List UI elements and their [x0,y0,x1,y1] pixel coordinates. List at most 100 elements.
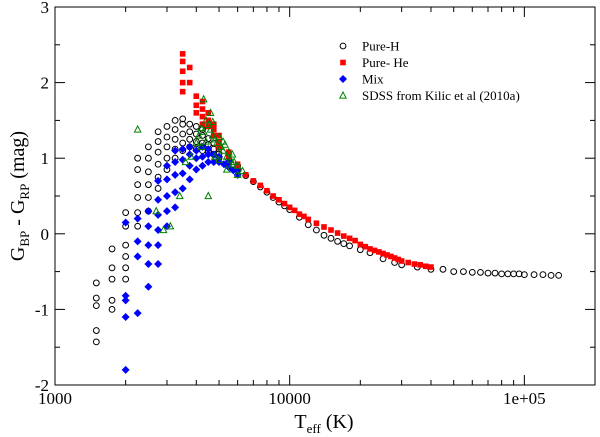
plot-frame [54,6,596,386]
point-sdss-from-kilic-et-al-2010a [206,124,215,133]
point-pure-h [108,296,116,304]
x-tick-label: 1000 [38,389,72,408]
point-pure-h [163,143,171,151]
point-sdss-from-kilic-et-al-2010a [197,142,206,150]
point-pure-he [384,252,390,258]
point-sdss-from-kilic-et-al-2010a [215,155,224,163]
point-pure-he [291,207,298,214]
point-pure-h [154,138,162,145]
point-sdss-from-kilic-et-al-2010a [208,117,217,126]
point-mix [133,237,142,246]
point-sdss-from-kilic-et-al-2010a [192,138,201,147]
point-sdss-from-kilic-et-al-2010a [233,170,242,178]
point-mix [204,150,213,159]
legend-marker [340,59,346,66]
point-pure-he [395,256,401,263]
point-pure-he [428,264,434,270]
point-mix [204,145,213,154]
point-mix [144,241,153,250]
point-mix [178,184,187,193]
legend-label: SDSS from Kilic et al (2010a) [362,88,520,103]
point-sdss-from-kilic-et-al-2010a [208,130,217,139]
point-pure-h [134,181,142,189]
point-sdss-from-kilic-et-al-2010a [233,161,242,169]
point-pure-he [391,255,398,261]
point-pure-h [313,226,320,234]
point-sdss-from-kilic-et-al-2010a [238,166,247,175]
point-pure-he [380,250,386,257]
point-pure-he [296,211,303,217]
point-pure-he [340,233,347,239]
point-pure-he [250,178,257,184]
point-mix [209,157,218,166]
point-sdss-from-kilic-et-al-2010a [226,155,235,163]
point-pure-h [171,135,179,143]
point-pure-he [179,88,186,95]
point-sdss-from-kilic-et-al-2010a [215,132,224,141]
point-mix [185,142,194,151]
point-pure-h [144,168,152,176]
point-pure-h [154,148,162,156]
point-pure-he [211,126,217,133]
point-pure-h [108,275,116,283]
point-pure-he [179,58,186,65]
point-sdss-from-kilic-et-al-2010a [206,108,215,116]
point-pure-he [357,241,364,248]
point-mix [178,145,187,154]
point-pure-he [257,182,264,189]
point-pure-he [199,121,206,127]
point-pure-he [411,261,418,267]
point-pure-he [417,261,424,268]
y-tick-label: -2 [35,376,49,395]
point-pure-h [186,120,194,128]
point-mix [154,176,163,185]
point-pure-he [321,224,327,230]
point-pure-h [515,270,523,278]
point-pure-h [154,185,162,192]
legend-marker [339,42,347,50]
point-pure-h [477,268,484,276]
point-sdss-from-kilic-et-al-2010a [228,159,237,168]
point-pure-he [216,138,222,145]
point-pure-he [193,102,200,109]
legend-marker [338,90,348,99]
point-mix [133,309,142,318]
point-pure-h [122,253,130,260]
y-axis-title: GBP - GRP (mag) [7,131,32,261]
point-mix [154,241,163,250]
point-pure-h [179,130,187,138]
point-mix [171,170,180,179]
point-pure-he [193,93,200,100]
point-pure-h [108,306,116,313]
point-sdss-from-kilic-et-al-2010a [222,164,231,173]
point-mix [133,252,142,261]
y-tick-label: 0 [41,225,50,244]
point-mix [198,152,207,161]
point-pure-he [334,230,341,236]
point-mix [121,296,130,305]
point-sdss-from-kilic-et-al-2010a [194,130,203,139]
point-pure-he [186,64,193,71]
point-mix [144,282,153,291]
axis-ticks: 1000 10000 1e+05 -2 -1 0 1 2 3 [35,0,595,408]
point-sdss-from-kilic-et-al-2010a [187,152,196,160]
point-sdss-from-kilic-et-al-2010a [159,225,168,234]
point-mix [171,146,180,155]
point-mix [144,207,153,216]
point-pure-he [186,79,193,86]
point-pure-h [92,294,100,302]
point-pure-he [346,235,353,242]
point-pure-h [163,154,171,162]
point-pure-h [154,160,162,168]
point-pure-h [539,271,547,279]
point-sdss-from-kilic-et-al-2010a [219,146,228,154]
point-pure-he [179,68,186,75]
point-pure-h [439,265,447,273]
point-pure-he [388,253,394,260]
point-mix [154,260,163,269]
point-mix [121,291,130,300]
y-tick-label: -1 [35,300,49,319]
point-pure-h [134,166,142,173]
y-tick-label: 2 [41,74,50,93]
